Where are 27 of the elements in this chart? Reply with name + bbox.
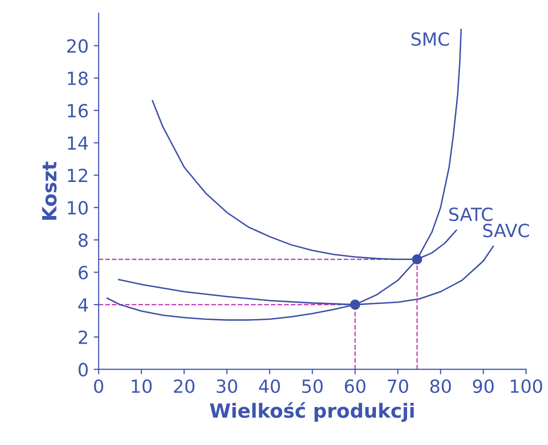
- x-tick-label: 90: [472, 379, 494, 394]
- x-tick-label: 40: [259, 379, 280, 394]
- y-tick-label: 2: [78, 330, 88, 344]
- x-tick-label: 30: [216, 379, 238, 394]
- y-tick-label: 8: [78, 233, 88, 248]
- y-tick-label: 18: [68, 72, 88, 86]
- y-tick-label: 10: [68, 200, 88, 215]
- y-tick-label: 16: [68, 104, 88, 118]
- series-label: SAVC: [483, 224, 530, 238]
- y-tick-label: 0: [78, 362, 88, 376]
- series-label: SATC: [449, 207, 492, 222]
- x-tick-label: 60: [344, 379, 366, 394]
- x-tick-label: 70: [388, 379, 408, 394]
- x-tick-label: 0: [94, 379, 104, 394]
- x-tick-label: 100: [510, 379, 542, 394]
- y-tick-label: 14: [68, 136, 88, 150]
- series-label: SMC: [412, 32, 450, 46]
- x-tick-label: 20: [174, 379, 194, 394]
- y-axis-title: Koszt: [42, 162, 57, 220]
- y-tick-label: 4: [78, 298, 88, 312]
- y-tick-label: 12: [68, 168, 88, 182]
- y-tick-label: 6: [78, 266, 88, 280]
- y-tick-label: 20: [67, 39, 88, 53]
- x-tick-label: 10: [132, 379, 152, 394]
- x-tick-label: 50: [302, 379, 323, 394]
- x-axis-title: Wielkość produkcji: [210, 402, 414, 422]
- x-tick-label: 80: [430, 379, 451, 394]
